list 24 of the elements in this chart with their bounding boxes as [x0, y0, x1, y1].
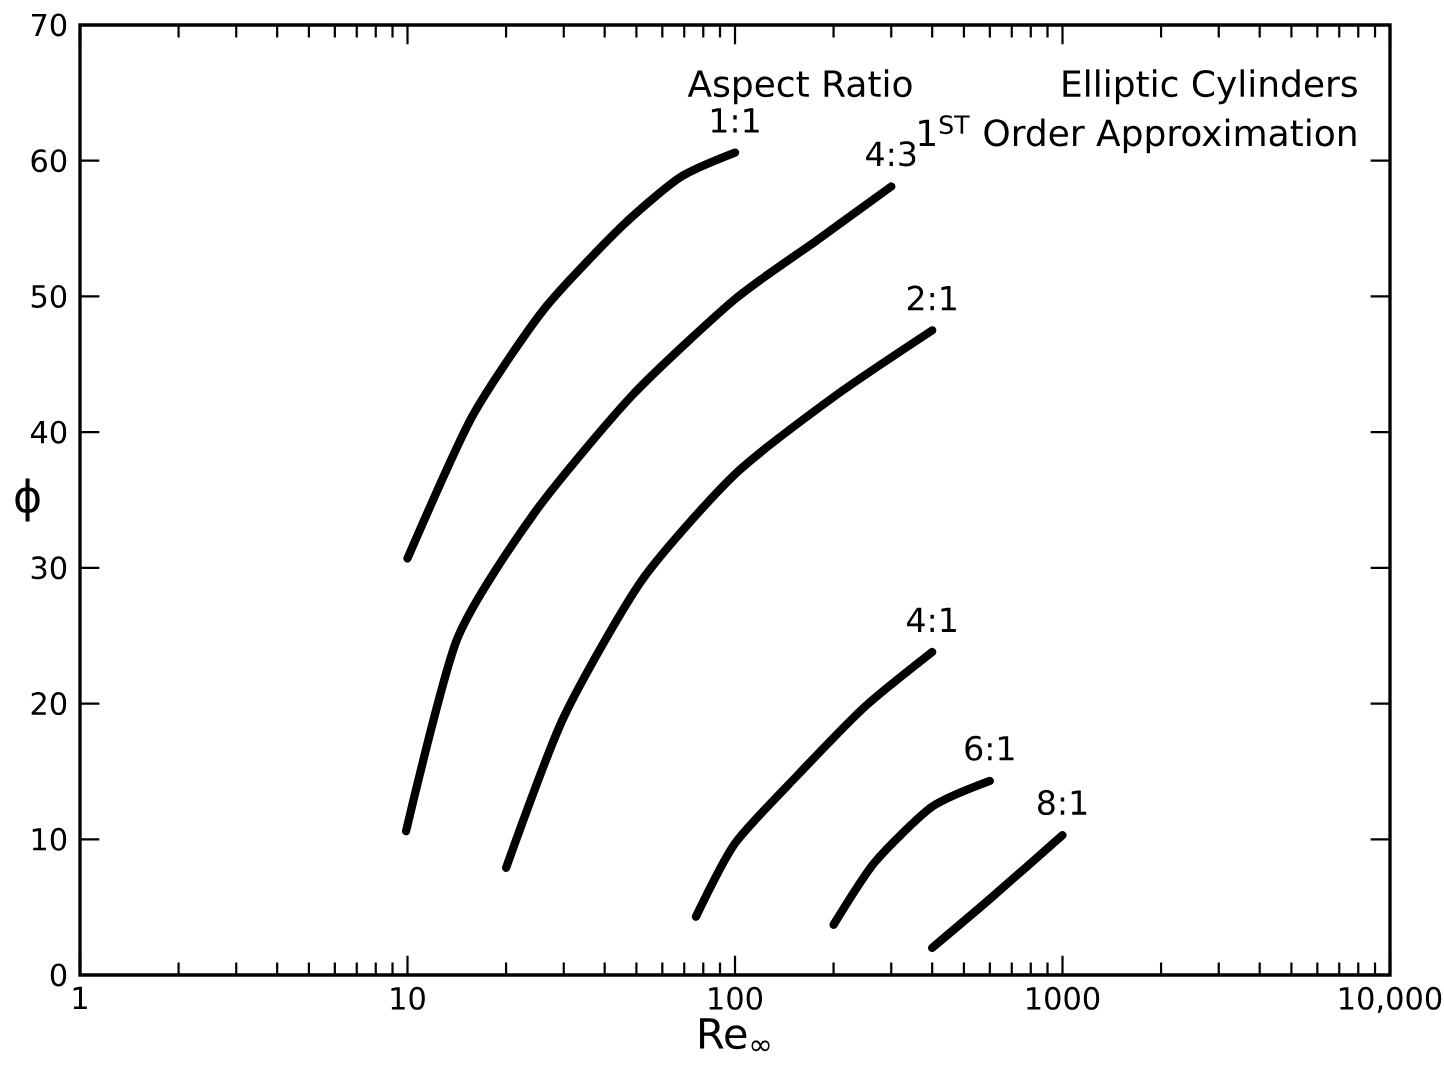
x-tick-label: 10 [391, 986, 425, 1010]
y-axis-title: ϕ [15, 478, 40, 522]
y-tick-label: 0 [50, 963, 67, 987]
series-label: 8:1 [1038, 789, 1087, 816]
x-tick-label: 1000 [1027, 986, 1100, 1010]
series-label: 4:1 [907, 607, 956, 632]
y-tick-label: 30 [31, 556, 67, 580]
x-tick-label: 1 [73, 986, 87, 1009]
series-label: 4:3 [866, 141, 916, 167]
y-tick-label: 40 [30, 420, 67, 444]
y-tick-label: 50 [31, 284, 67, 308]
x-tick-label: 100 [709, 986, 762, 1010]
x-tick-label: 10,000 [1340, 986, 1442, 1013]
y-tick-label: 60 [31, 149, 67, 173]
x-axis-title: Re$_{∞}$ [700, 1018, 770, 1052]
annotation: Elliptic Cylinders [1063, 69, 1357, 105]
y-tick-label: 20 [31, 692, 67, 716]
annotation: 1$^{ST}$ Order Approximation [919, 115, 1356, 154]
series-label: 2:1 [907, 285, 956, 311]
series-label: 1:1 [711, 108, 759, 133]
series-label: 6:1 [965, 735, 1014, 761]
y-tick-label: 70 [31, 13, 67, 37]
y-tick-label: 10 [32, 827, 67, 851]
annotation: Aspect Ratio [687, 69, 912, 105]
